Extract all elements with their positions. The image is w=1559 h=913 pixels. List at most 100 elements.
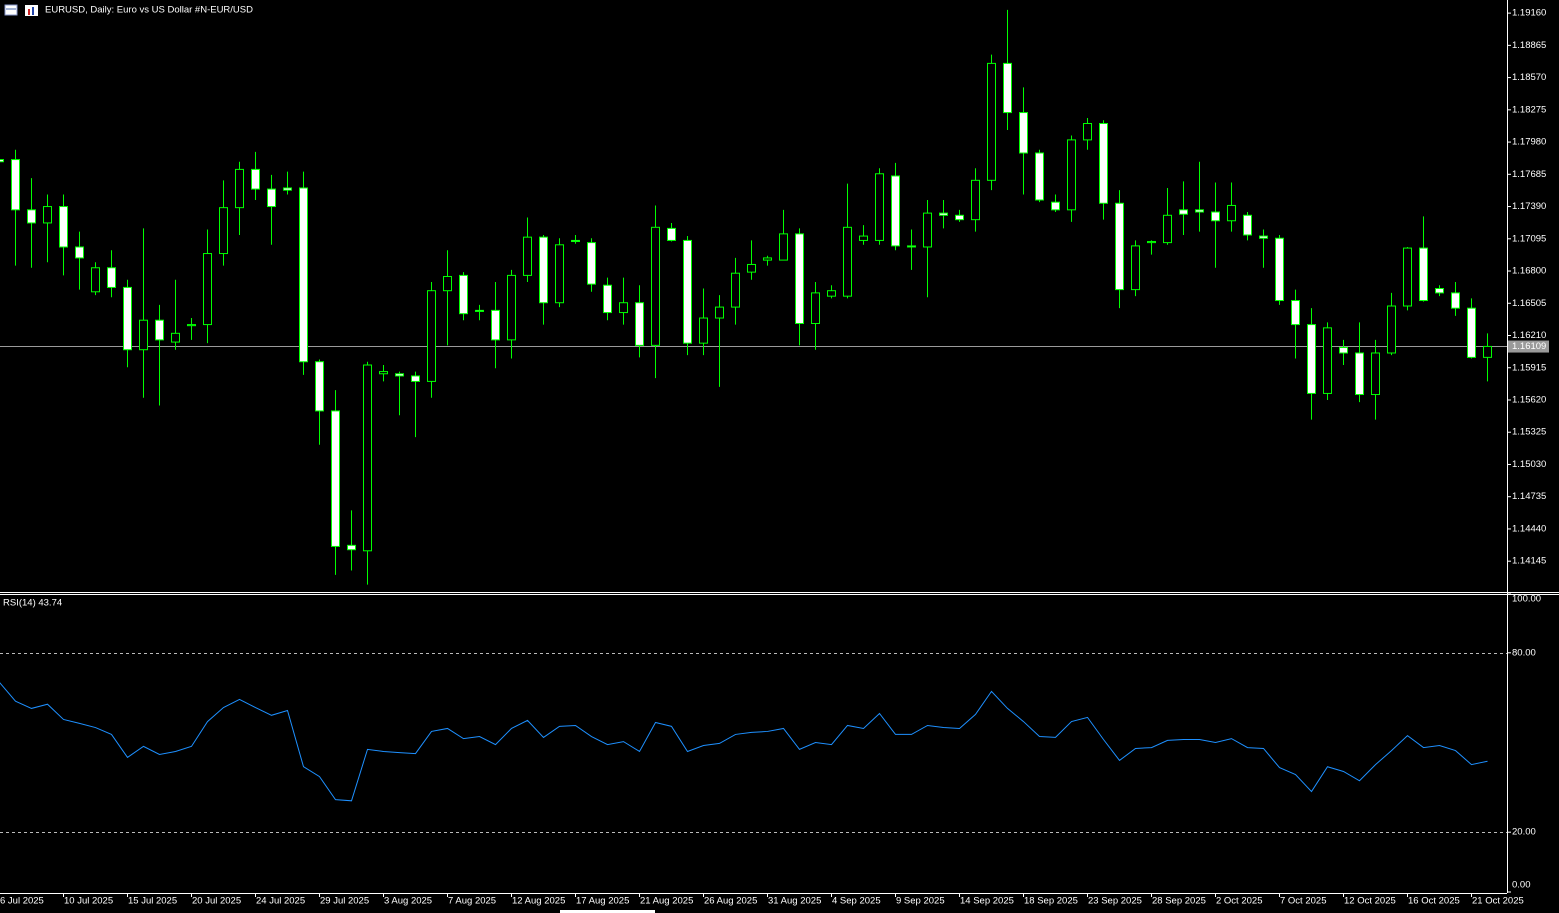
x-tick-label: 10 Jul 2025 [64,896,113,907]
rsi-line [0,682,1488,802]
x-tick-label: 12 Oct 2025 [1344,896,1396,907]
candle-body [1083,122,1092,141]
candle-body [555,244,564,304]
candle-body [971,179,980,221]
candle-body [859,235,868,241]
candle-body [139,319,148,351]
candle-body [331,410,340,547]
candle-body [1115,202,1124,291]
candle-body [923,212,932,248]
candle-body [43,206,52,224]
candle-body [507,274,516,341]
y-tick-label: 1.15325 [1512,427,1546,438]
price-label: 1.16109 [1512,341,1546,352]
candle-body [939,212,948,216]
candle-body [123,286,132,351]
y-tick-label: 1.14735 [1512,491,1546,502]
icon-chart[interactable] [25,5,38,16]
candle-body [1051,201,1060,211]
candle-body [1339,347,1348,354]
candle-body [427,290,436,382]
y-tick-label: 1.14440 [1512,523,1546,534]
y-tick-label: 1.15620 [1512,395,1546,406]
indicator-title: RSI(14) 43.74 [3,598,62,609]
candle-body [363,364,372,552]
candle-body [347,544,356,551]
candle-body [459,274,468,315]
candle-body [1131,245,1140,291]
x-tick-label: 7 Aug 2025 [448,896,496,907]
candle-body [283,187,292,191]
candle-body [603,284,612,314]
candle-body [619,302,628,314]
candle-body [203,253,212,326]
candle-body [715,306,724,319]
candle-body [1163,214,1172,244]
x-tick-label: 21 Aug 2025 [640,896,693,907]
candle-body [635,302,644,346]
y-tick-label: 1.18275 [1512,104,1546,115]
candle-body [779,233,788,261]
candle-body [827,290,836,297]
y-tick-label: 1.18865 [1512,40,1546,51]
candle-body [699,317,708,344]
x-tick-label: 4 Sep 2025 [832,896,881,907]
candle-body [1275,237,1284,302]
candle-body [0,159,4,163]
candle-body [11,159,20,211]
y-tick-label: 1.14145 [1512,556,1546,567]
x-tick-label: 23 Sep 2025 [1088,896,1142,907]
y-tick-label: 1.17095 [1512,233,1546,244]
price-label-box [1508,340,1549,353]
candle-body [219,207,228,255]
candle-body [523,236,532,276]
candle-body [539,236,548,304]
y-tick-label: 20.00 [1512,827,1536,838]
candle-body [411,375,420,382]
x-tick-label: 26 Aug 2025 [704,896,757,907]
candle-body [475,309,484,312]
candle-body [27,209,36,224]
candle-body [171,332,180,343]
x-tick-label: 24 Jul 2025 [256,896,305,907]
y-tick-label: 1.16505 [1512,298,1546,309]
candle-body [379,371,388,375]
scroll-indicator[interactable] [560,910,655,913]
x-tick-label: 31 Aug 2025 [768,896,821,907]
candle-body [235,168,244,209]
candle-body [491,309,500,341]
x-tick-label: 16 Oct 2025 [1408,896,1460,907]
candle-body [571,239,580,243]
y-tick-label: 1.19160 [1512,8,1546,19]
candle-body [1147,241,1156,244]
candle-body [1419,247,1428,302]
candle-body [747,263,756,273]
candle-body [875,173,884,241]
y-tick-label: 0.00 [1512,880,1531,891]
candle-body [955,214,964,221]
candle-body [907,245,916,248]
icon-window[interactable] [4,4,18,16]
candle-body [107,267,116,288]
x-tick-label: 6 Jul 2025 [0,896,44,907]
x-tick-label: 15 Jul 2025 [128,896,177,907]
candle-body [1195,209,1204,213]
candle-body [843,226,852,297]
candle-body [1035,152,1044,201]
candle-body [651,226,660,346]
candle-body [1259,235,1268,239]
candle-body [1019,112,1028,154]
candle-body [731,272,740,308]
candle-body [795,233,804,324]
icon-chart-bar [28,9,30,15]
candle-body [811,292,820,324]
candle-body [1067,139,1076,211]
candle-body [1371,352,1380,396]
y-tick-label: 1.15915 [1512,362,1546,373]
y-tick-label: 1.17685 [1512,169,1546,180]
candle-body [1387,305,1396,354]
x-tick-label: 14 Sep 2025 [960,896,1014,907]
candle-body [1307,324,1316,394]
